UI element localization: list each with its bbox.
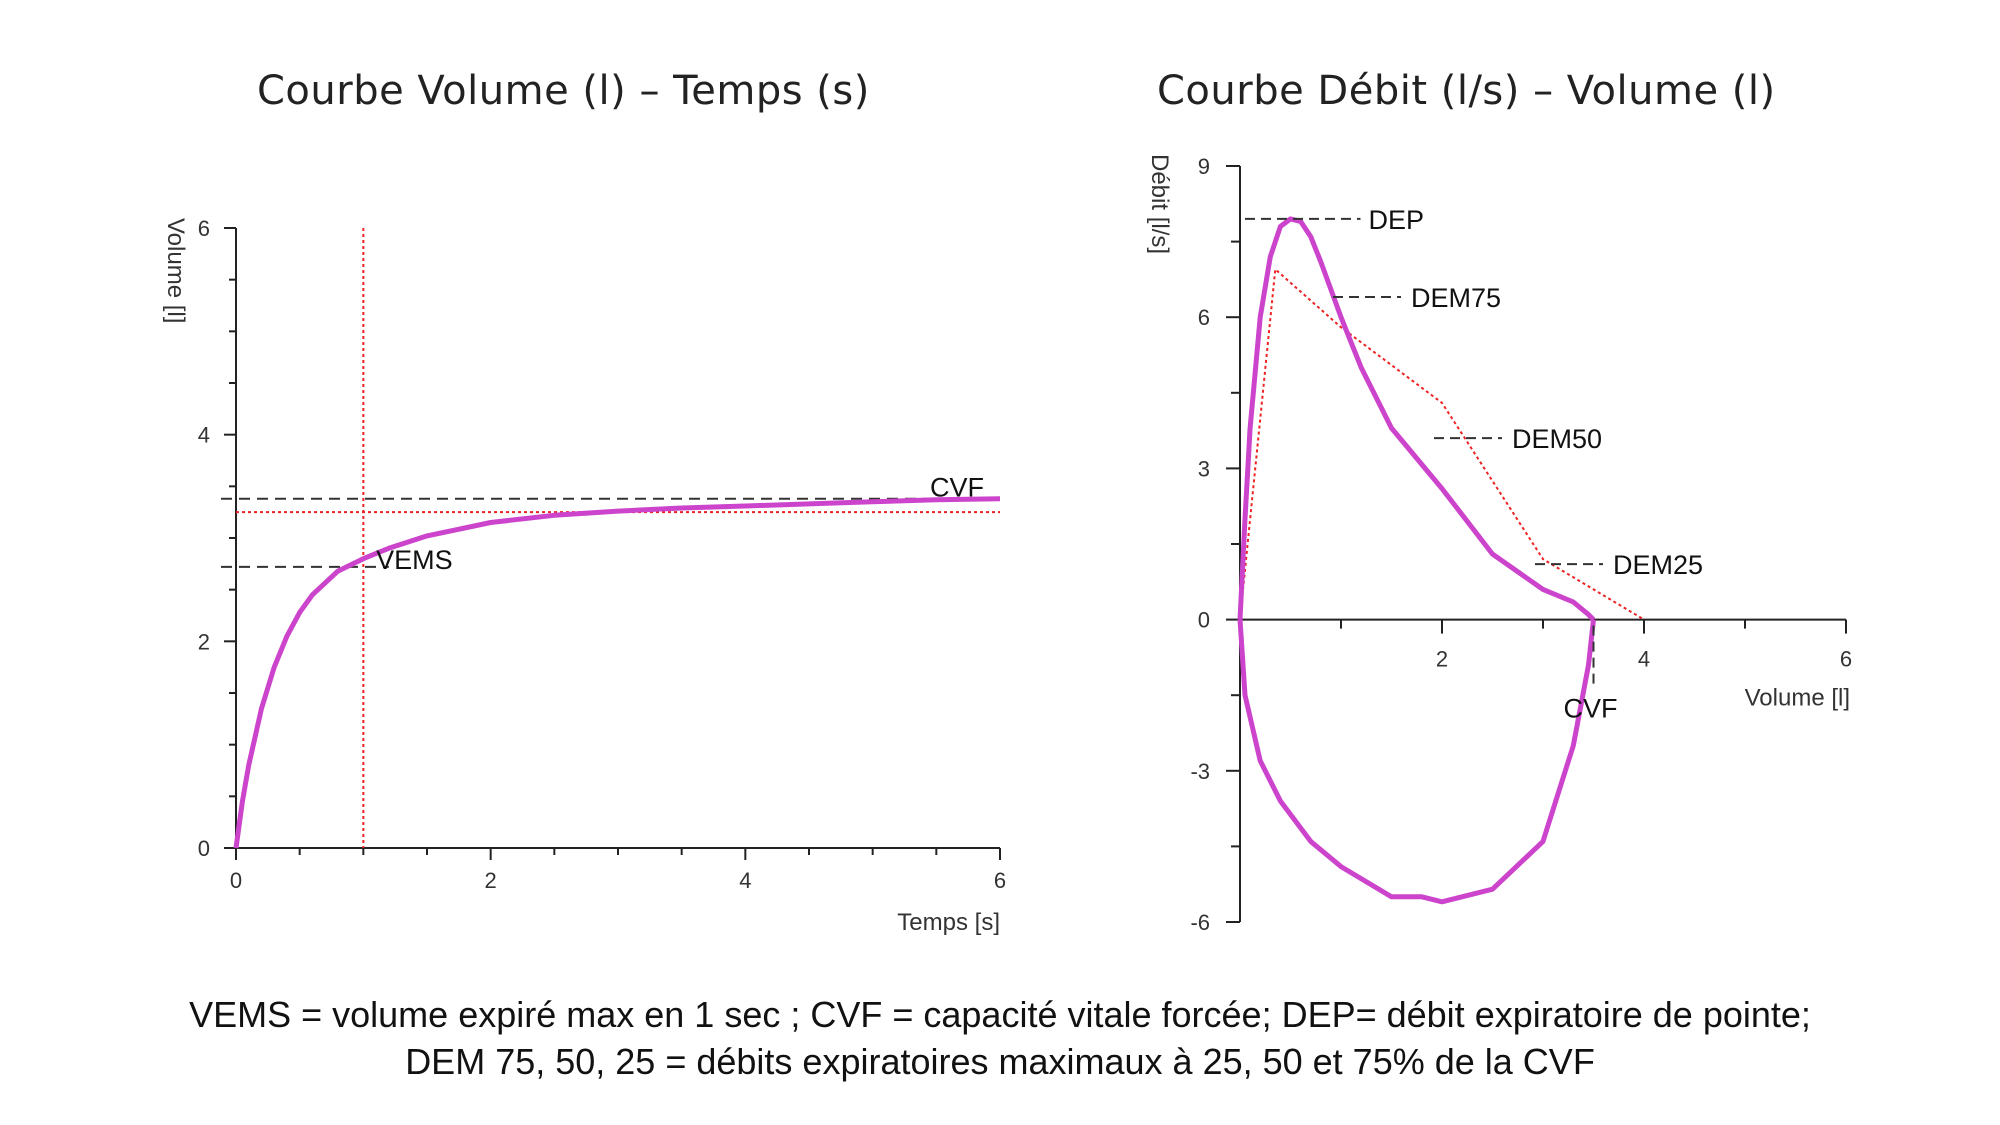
left-x-tick-label: 0	[230, 868, 242, 893]
right-y-tick-label: 6	[1198, 305, 1210, 330]
right-x-tick-label: 6	[1840, 647, 1852, 672]
right-y-tick-label: 0	[1198, 608, 1210, 633]
marker-dem25: DEM25	[1535, 550, 1703, 580]
spirometry-charts: 0 2 4 6 0 2 4 6 CVF VEMS Temps [s] Volume [l] 2…	[162, 154, 1852, 936]
left-x-axis-label: Temps [s]	[897, 909, 1000, 936]
left-ticks: 0 2 4 6 0 2 4 6	[198, 216, 1006, 893]
right-y-tick-label: -3	[1190, 759, 1210, 784]
marker-label: DEM25	[1613, 550, 1703, 580]
left-chart-title: Courbe Volume (l) – Temps (s)	[257, 68, 870, 114]
right-chart-title: Courbe Débit (l/s) – Volume (l)	[1157, 68, 1776, 114]
left-y-tick-label: 6	[198, 216, 210, 241]
right-markers: DEP DEM75 DEM50 DEM25 CVF	[1245, 205, 1703, 724]
left-vems-label: VEMS	[376, 545, 453, 575]
left-chart: 0 2 4 6 0 2 4 6 CVF VEMS Temps [s] Volume [l]	[162, 216, 1006, 936]
left-y-tick-label: 4	[198, 423, 210, 448]
caption-line-1: VEMS = volume expiré max en 1 sec ; CVF …	[189, 994, 1811, 1035]
left-y-tick-label: 2	[198, 629, 210, 654]
left-x-tick-label: 2	[485, 868, 497, 893]
marker-cvf: CVF	[1564, 625, 1618, 724]
marker-label: DEM75	[1411, 283, 1501, 313]
left-x-tick-label: 6	[994, 868, 1006, 893]
right-x-axis-label: Volume [l]	[1745, 685, 1850, 712]
right-y-tick-label: 3	[1198, 456, 1210, 481]
right-y-axis-label: Débit [l/s]	[1146, 154, 1173, 254]
right-y-tick-label: 9	[1198, 154, 1210, 179]
right-ticks: 2 4 6 9 6 3 0 -3 -6	[1190, 154, 1852, 935]
left-cvf-label: CVF	[930, 473, 984, 503]
left-volume-curve	[233, 496, 1001, 849]
left-y-tick-label: 0	[198, 836, 210, 861]
marker-dem75: DEM75	[1333, 283, 1501, 313]
marker-dep: DEP	[1245, 205, 1424, 235]
right-inspiration-curve	[1237, 619, 1596, 905]
caption-line-2: DEM 75, 50, 25 = débits expiratoires max…	[405, 1041, 1595, 1082]
right-y-tick-label: -6	[1190, 910, 1210, 935]
right-chart: 2 4 6 9 6 3 0 -3 -6 DEP DEM75 DEM50 DEM25 CVF Volume…	[1146, 154, 1852, 935]
left-y-axis-label: Volume [l]	[162, 218, 189, 323]
marker-label: CVF	[1564, 694, 1618, 724]
right-expiration-curve	[1237, 216, 1596, 622]
marker-label: DEP	[1369, 205, 1425, 235]
left-x-tick-label: 4	[739, 868, 751, 893]
right-x-tick-label: 4	[1638, 647, 1650, 672]
right-x-tick-label: 2	[1436, 647, 1448, 672]
marker-label: DEM50	[1512, 424, 1602, 454]
marker-dem50: DEM50	[1434, 424, 1602, 454]
